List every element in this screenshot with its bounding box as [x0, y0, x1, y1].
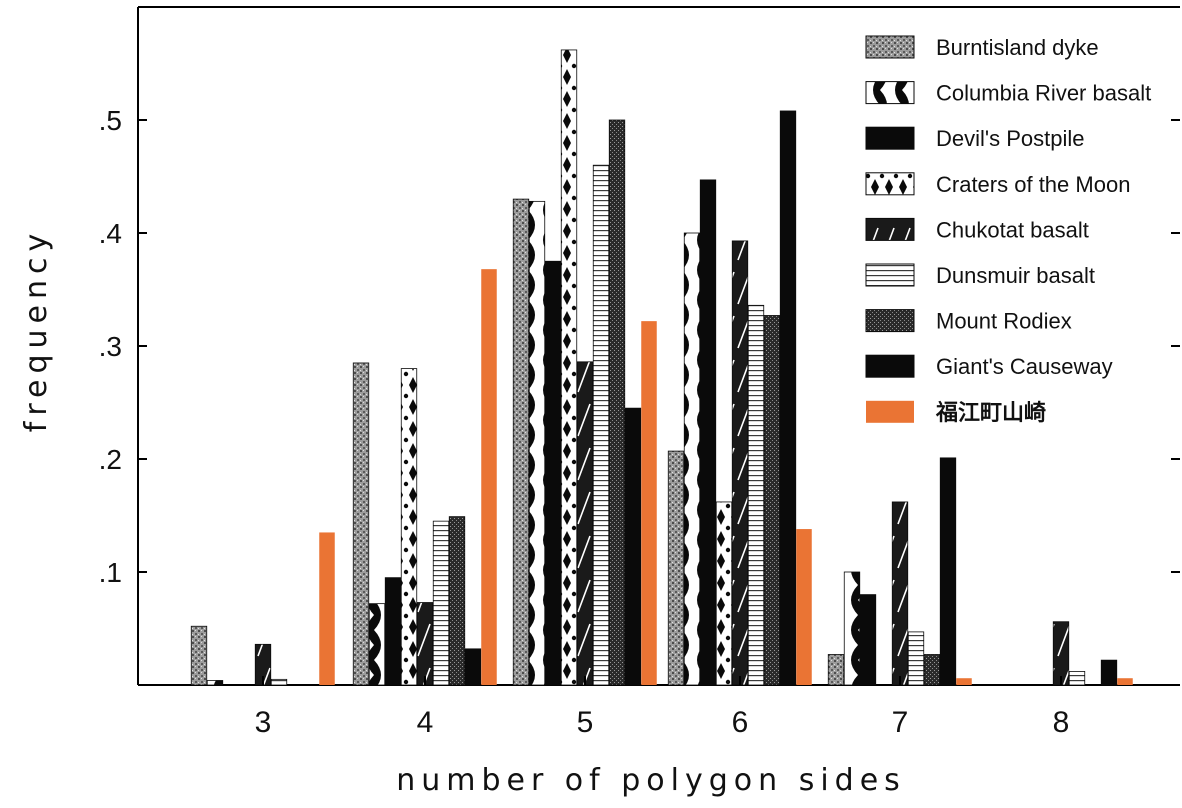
bar-burntisland-dyke-6: [667, 450, 685, 686]
bar-burntisland-dyke-3: [190, 625, 208, 686]
legend-label: Columbia River basalt: [936, 81, 1151, 106]
y-axis: .1 .2 .3 .4 .5: [99, 105, 1180, 588]
y-axis-label: frequency: [19, 228, 54, 432]
y-tick-label: .1: [99, 557, 122, 588]
legend-label: Devil's Postpile: [936, 126, 1084, 151]
bar-mount-rodiex-4: [448, 516, 466, 686]
bar-devil-s-postpile-5: [544, 260, 562, 686]
bar-chukotat-basalt-8: [1052, 621, 1070, 686]
x-tick-label: 6: [732, 706, 749, 739]
legend-swatch: [865, 81, 915, 105]
x-tick-label: 8: [1053, 706, 1070, 739]
bar-mount-rodiex-6: [763, 315, 781, 686]
legend-swatch: [865, 126, 915, 150]
bar-craters-of-the-moon-5: [560, 49, 578, 686]
bar-mount-rodiex-5: [608, 119, 626, 686]
bar-dunsmuir-basalt-8: [1068, 671, 1086, 686]
legend-swatch: [865, 354, 915, 378]
bar-devil-s-postpile-6: [699, 179, 717, 686]
legend-label: Giant's Causeway: [936, 354, 1113, 379]
x-axis: 3 4 5 6 7 8: [255, 676, 1070, 739]
bar-chukotat-basalt-7: [891, 501, 909, 686]
bar-chukotat-basalt-4: [416, 602, 434, 686]
bar-dunsmuir-basalt-4: [432, 520, 450, 686]
y-tick-label: .5: [99, 105, 122, 136]
bar-burntisland-dyke-7: [827, 654, 845, 686]
legend-swatch: [866, 400, 914, 423]
bar-mount-rodiex-7: [923, 654, 941, 686]
bar--7: [956, 678, 972, 685]
bar--3: [319, 532, 335, 685]
legend-swatch: [865, 263, 915, 287]
bar--6: [796, 529, 812, 685]
legend-label: 福江町山崎: [935, 400, 1046, 425]
legend-label: Chukotat basalt: [936, 217, 1089, 242]
bar-dunsmuir-basalt-5: [592, 164, 610, 686]
bar-columbia-river-basalt-7: [843, 571, 861, 686]
bar-dunsmuir-basalt-6: [747, 304, 765, 686]
bar-giant-s-causeway-8: [1100, 659, 1118, 686]
x-tick-label: 3: [255, 706, 272, 739]
legend-label: Mount Rodiex: [936, 309, 1072, 334]
x-tick-label: 5: [577, 706, 594, 739]
legend-swatch: [865, 217, 915, 241]
x-tick-label: 4: [417, 706, 434, 739]
legend-label: Burntisland dyke: [936, 35, 1099, 60]
legend: Burntisland dyke Columbia River basalt Dev…: [865, 35, 1151, 425]
bar-columbia-river-basalt-6: [683, 232, 701, 686]
bar-devil-s-postpile-4: [384, 577, 402, 686]
bar-chukotat-basalt-5: [576, 361, 594, 686]
x-tick-label: 7: [892, 706, 909, 739]
bar-giant-s-causeway-5: [624, 407, 642, 686]
bar-craters-of-the-moon-6: [715, 501, 733, 686]
legend-swatch: [865, 172, 915, 196]
bar-columbia-river-basalt-3: [206, 680, 224, 686]
legend-swatch: [865, 309, 915, 333]
bar-giant-s-causeway-4: [464, 648, 482, 686]
x-axis-label: number of polygon sides: [396, 763, 906, 798]
bar-columbia-river-basalt-5: [528, 200, 546, 686]
bar-devil-s-postpile-7: [859, 594, 877, 686]
bar-craters-of-the-moon-4: [400, 368, 418, 686]
bar--5: [641, 321, 657, 685]
bar-burntisland-dyke-4: [352, 362, 370, 686]
bar-columbia-river-basalt-4: [368, 603, 386, 686]
y-tick-label: .4: [99, 218, 122, 249]
bar-burntisland-dyke-5: [512, 198, 530, 686]
y-tick-label: .2: [99, 444, 122, 475]
bar-giant-s-causeway-7: [939, 457, 957, 686]
legend-label: Dunsmuir basalt: [936, 263, 1095, 288]
bars: [190, 49, 1133, 686]
bar--4: [481, 269, 497, 685]
bar-chukotat-basalt-6: [731, 240, 749, 686]
legend-label: Craters of the Moon: [936, 172, 1130, 197]
bar-dunsmuir-basalt-3: [270, 678, 288, 686]
legend-swatch: [865, 35, 915, 59]
y-tick-label: .3: [99, 331, 122, 362]
bar--8: [1117, 678, 1133, 685]
plot-frame: [137, 6, 1180, 686]
bar-giant-s-causeway-6: [779, 110, 797, 686]
bar-dunsmuir-basalt-7: [907, 631, 925, 686]
